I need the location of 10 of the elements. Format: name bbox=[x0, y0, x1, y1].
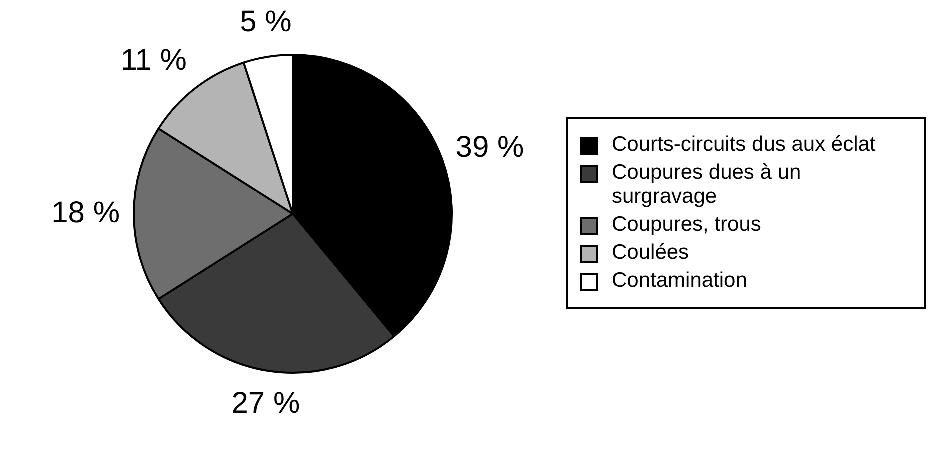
data-label: 18 % bbox=[52, 196, 120, 230]
legend-label: Coupures, trous bbox=[612, 213, 762, 237]
legend-label: Coupures dues à un surgravage bbox=[612, 161, 802, 209]
data-label: 39 % bbox=[456, 130, 524, 164]
legend-label: Courts-circuits dus aux éclat bbox=[612, 133, 876, 157]
data-label: 5 % bbox=[240, 6, 292, 39]
data-label: 27 % bbox=[232, 386, 300, 420]
legend-label: Coulées bbox=[612, 241, 690, 265]
legend-label: Contamination bbox=[612, 269, 748, 293]
data-label: 11 % bbox=[120, 44, 187, 77]
